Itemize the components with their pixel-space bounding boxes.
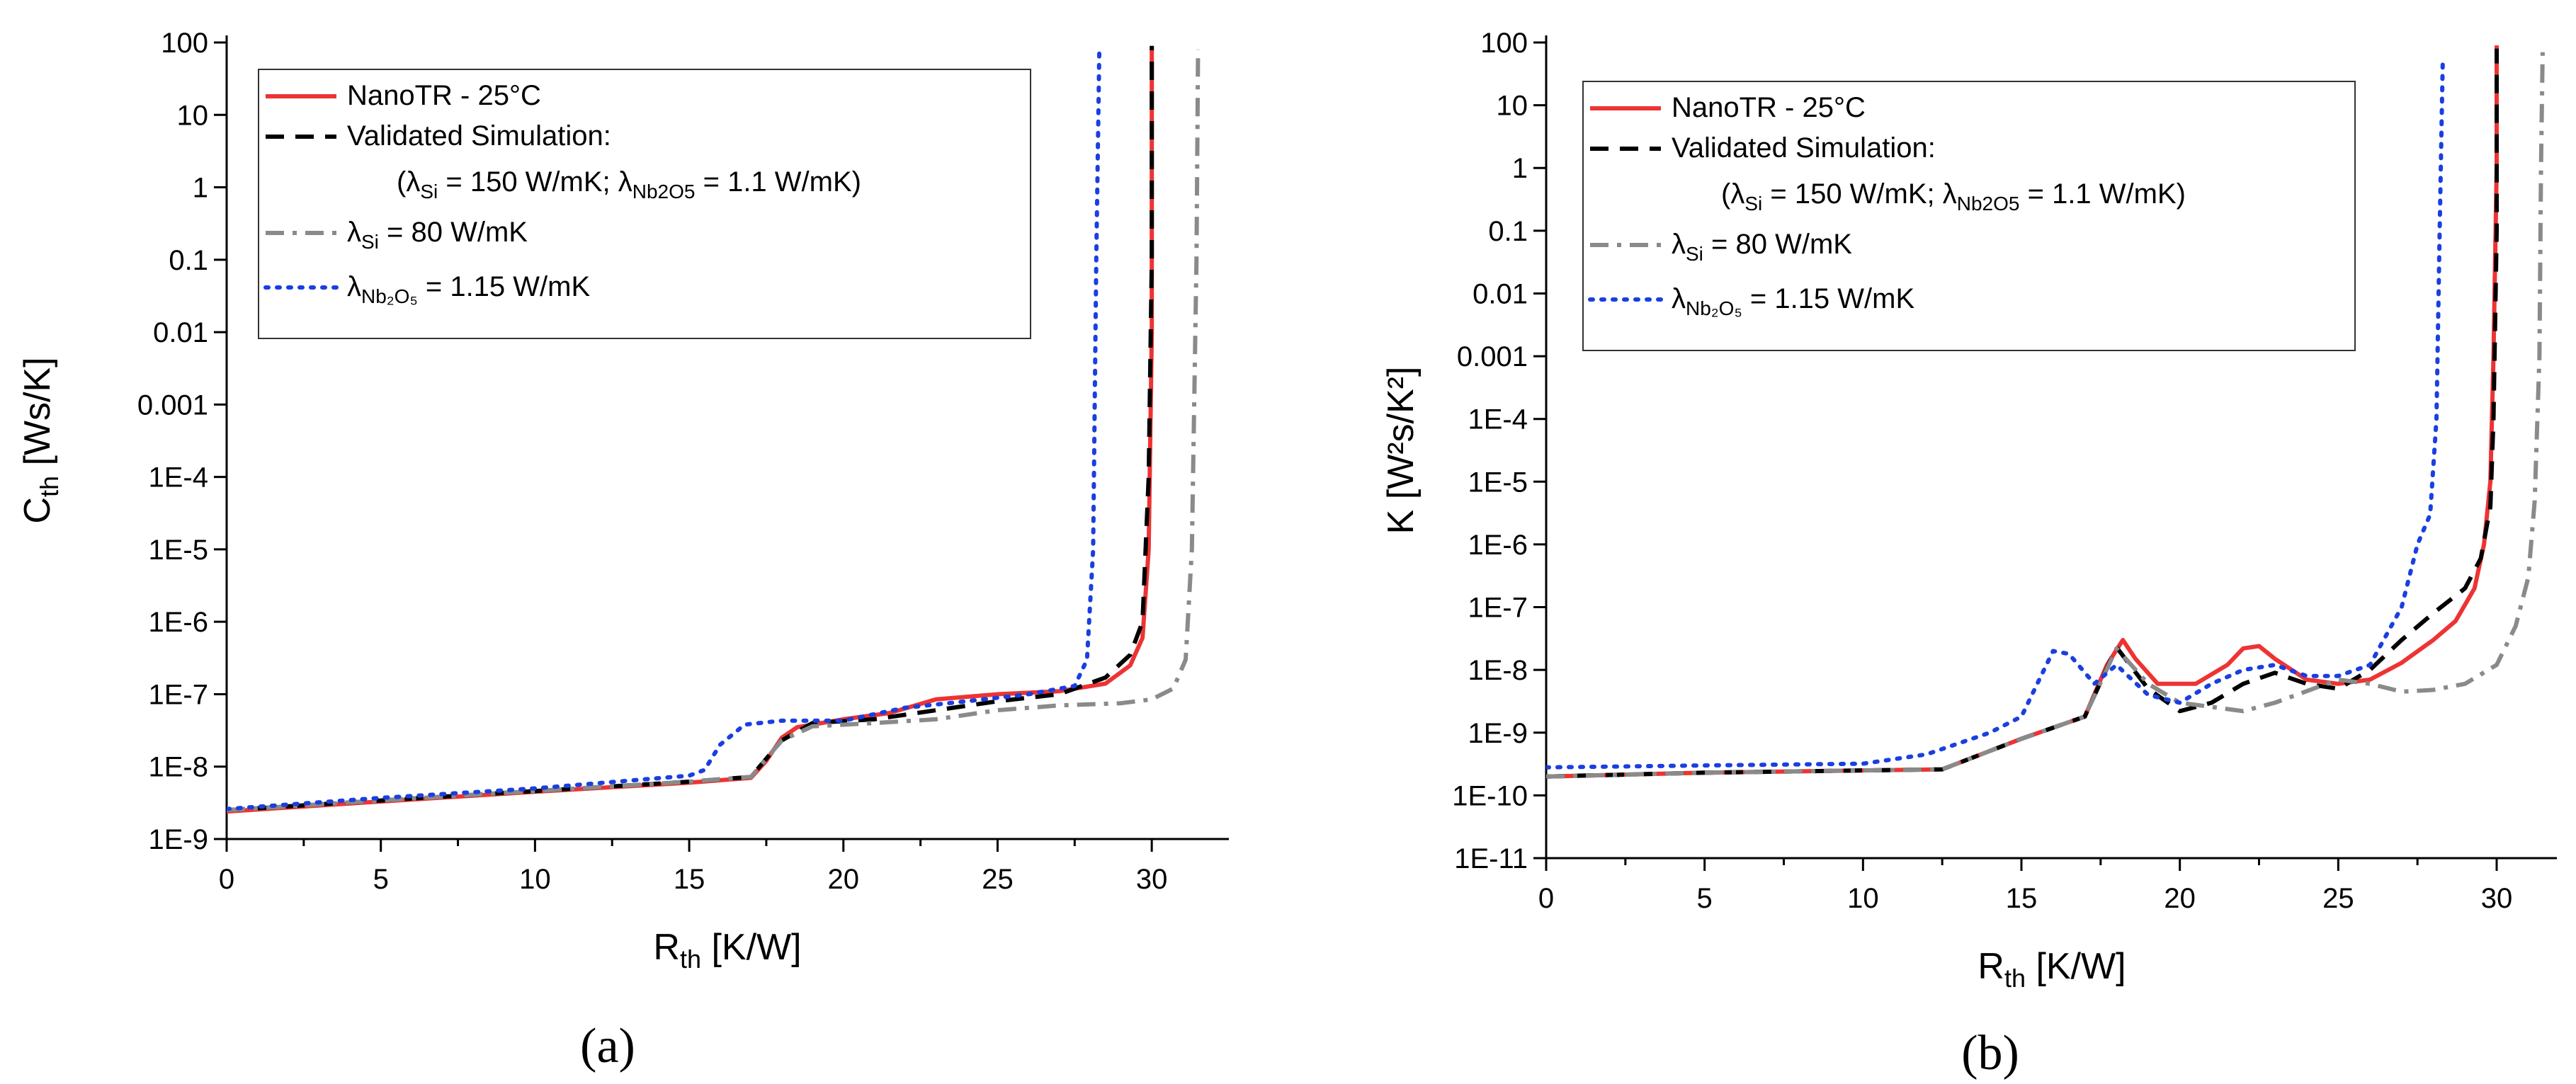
y-tick-label: 1E-7 [149,679,209,710]
x-tick-label: 5 [373,864,389,895]
y-tick-label: 100 [161,28,208,59]
legend: NanoTR - 25°C Validated Simulation: (λSi =… [1582,81,2356,351]
y-tick-label: 0.1 [1488,216,1528,247]
y-tick-label: 1E-4 [1468,404,1528,435]
x-tick-label: 15 [674,864,705,895]
y-tick-label: 1E-8 [149,752,209,783]
y-tick-label: 0.1 [169,245,208,276]
y-tick-label: 1E-6 [1468,530,1528,561]
x-tick-label: 30 [1136,864,1168,895]
x-tick-label: 20 [828,864,860,895]
y-tick-label: 100 [1480,28,1528,59]
series-line-3 [227,49,1201,813]
y-tick-label: 0.001 [1457,341,1528,372]
series-group [227,45,1201,814]
legend-label: (λSi = 150 W/mK; λNb2O5 = 1.1 W/mK) [397,166,861,202]
x-axis-title: Rth [K/W] [1978,946,2126,993]
y-tick-label: 1E-10 [1452,780,1528,811]
y-tick-label: 1E-9 [1468,718,1528,749]
series-group [1546,45,2545,779]
y-tick-label: 0.01 [1473,278,1528,309]
x-tick-label: 10 [519,864,551,895]
y-axis-title: Cth [Ws/K] [17,357,64,523]
y-tick-label: 1E-5 [149,535,209,566]
y-tick-label: 1 [1512,153,1528,184]
x-axis-title: Rth [K/W] [653,927,801,974]
x-tick-label: 5 [1697,883,1713,914]
series-line-4 [227,47,1102,811]
chart-panel-b: 0 5 10 15 20 25 30 1E-11 1E-10 1E-9 1E-8 1E-7 1E-6 1E… [1380,28,2557,1080]
legend-label: Validated Simulation: [347,120,611,152]
x-tick-label: 20 [2164,883,2196,914]
legend-label: NanoTR - 25°C [1672,92,1866,123]
chart-panel-a: 0 5 10 15 20 25 30 1E-9 1E-8 1E-7 1E-6 1E-5 1E-4 0.00… [17,28,1229,1073]
legend-label: λNb₂O₅ = 1.15 W/mK [1672,283,1914,319]
y-tick-label: 0.001 [137,389,208,421]
legend-box [258,69,1031,339]
x-tick-label: 25 [2322,883,2354,914]
panel-label: (a) [580,1019,635,1073]
series-line-4 [1546,54,2445,770]
x-tick-label: 25 [982,864,1014,895]
legend-label: NanoTR - 25°C [347,80,541,111]
panel-label: (b) [1961,1026,2019,1080]
y-tick-label: 1E-7 [1468,593,1528,624]
y-tick-label: 0.01 [153,317,208,348]
x-tick-label: 0 [1538,883,1554,914]
legend-label: λSi = 80 W/mK [1672,229,1852,265]
y-tick-label: 1E-4 [149,462,209,493]
x-tick-label: 0 [219,864,234,895]
y-tick-label: 1E-6 [149,607,209,638]
legend-label: λNb₂O₅ = 1.15 W/mK [347,271,590,307]
y-tick-label: 10 [1497,91,1528,122]
x-tick-label: 30 [2481,883,2513,914]
y-tick-label: 1 [193,173,208,204]
y-tick-label: 1E-11 [1454,843,1528,874]
legend-label: Validated Simulation: [1672,132,1936,164]
x-tick-label: 10 [1847,883,1879,914]
series-line-2 [227,45,1154,813]
y-axis-title: K [W²s/K²] [1380,367,1422,535]
legend-label: λSi = 80 W/mK [347,217,528,253]
x-tick-label: 15 [2006,883,2038,914]
legend-box [1582,81,2356,351]
y-tick-label: 1E-8 [1468,655,1528,686]
y-tick-label: 10 [177,100,209,131]
y-tick-label: 1E-5 [1468,467,1528,498]
legend-label: (λSi = 150 W/mK; λNb2O5 = 1.1 W/mK) [1721,178,2186,215]
legend: NanoTR - 25°C Validated Simulation: (λSi =… [258,69,1031,339]
y-tick-label: 1E-9 [149,824,209,855]
series-line-3 [1546,52,2545,779]
